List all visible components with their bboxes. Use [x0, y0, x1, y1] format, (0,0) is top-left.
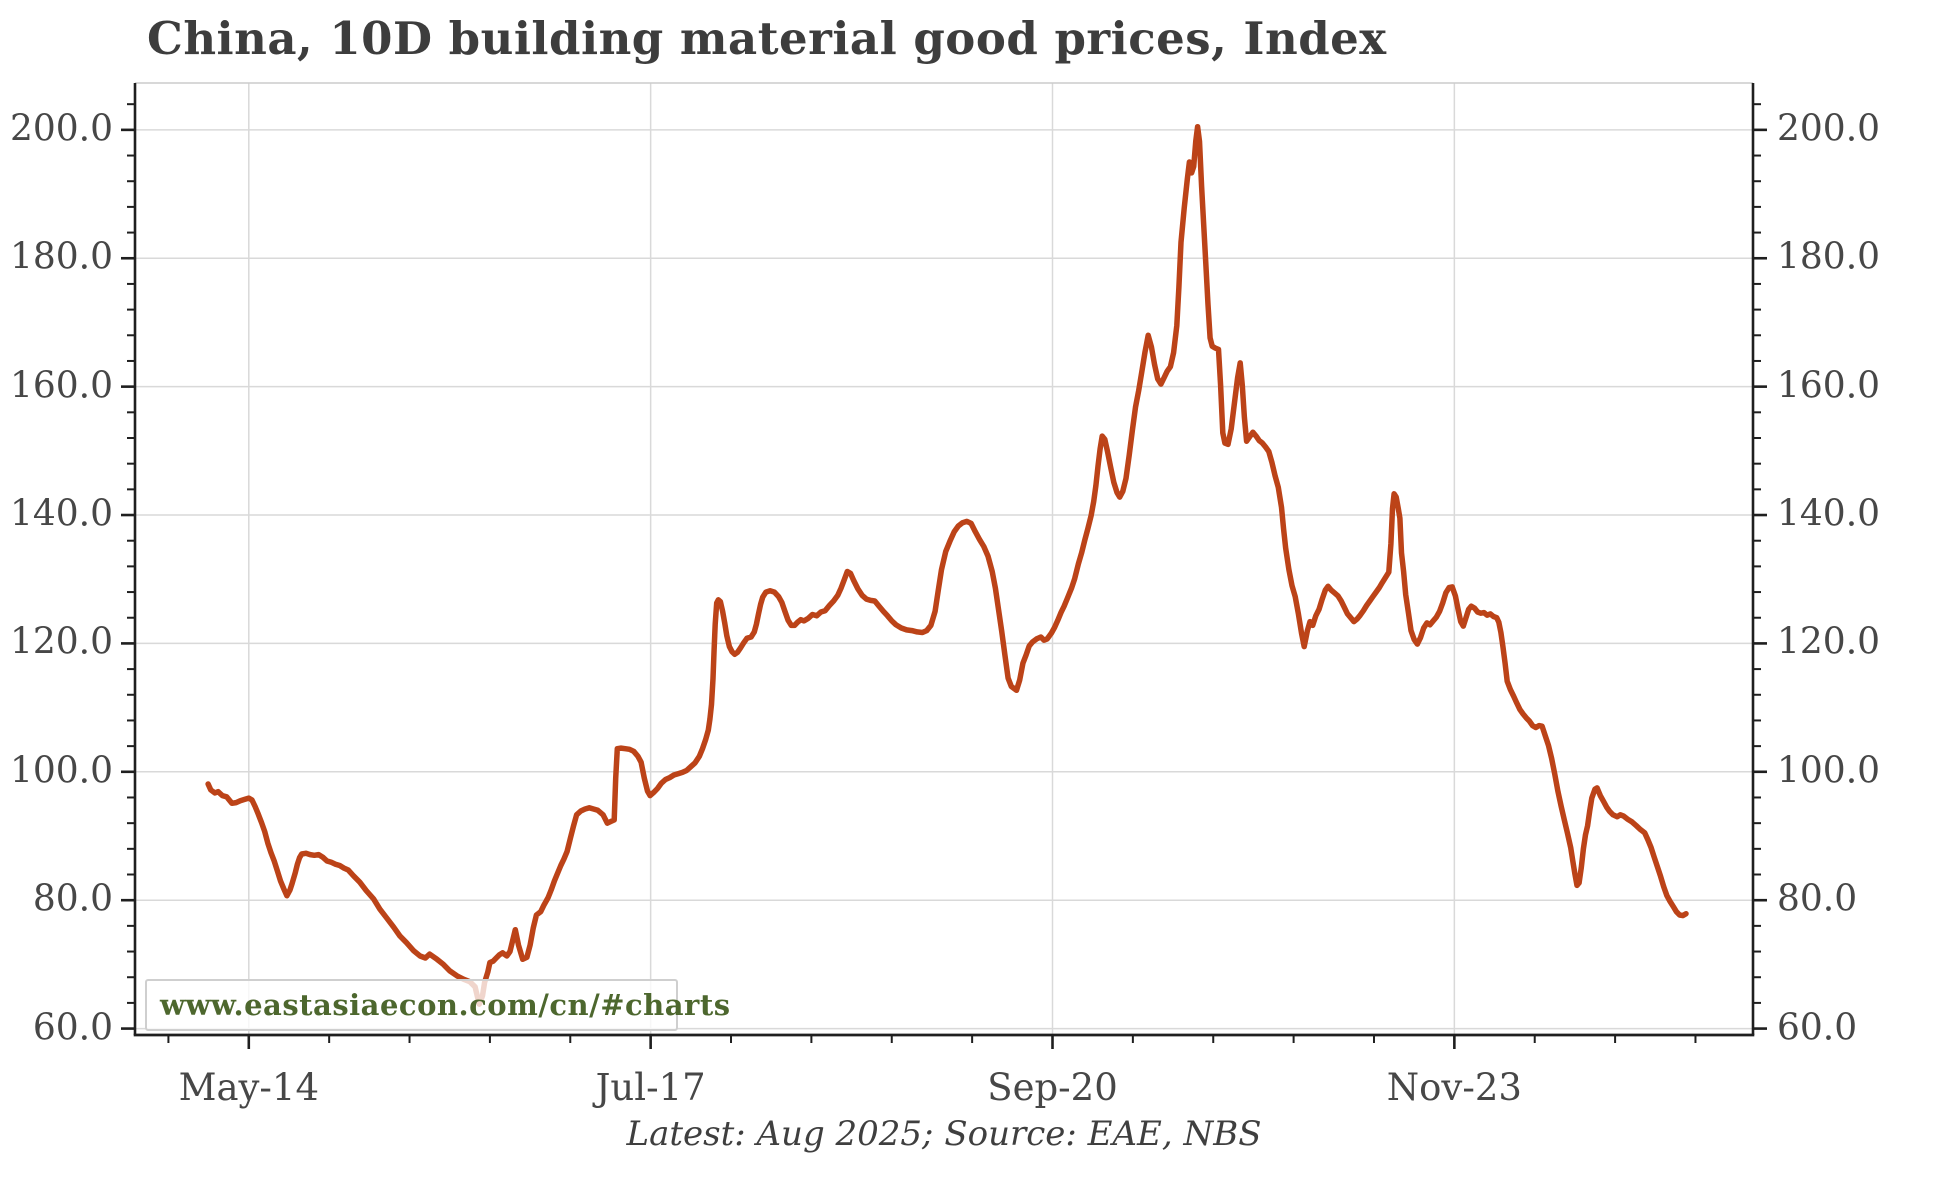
- y-tick-label-right: 140.0: [1777, 493, 1881, 535]
- x-tick-label: Nov-23: [1386, 1066, 1522, 1109]
- y-tick-label-right: 60.0: [1777, 1007, 1858, 1049]
- y-tick-label-left: 200.0: [9, 108, 113, 150]
- y-tick-label-right: 160.0: [1777, 365, 1881, 407]
- watermark-box: www.eastasiaecon.com/cn/#charts: [145, 979, 730, 1031]
- y-tick-label-right: 120.0: [1777, 622, 1881, 664]
- x-tick-label: May-14: [178, 1066, 319, 1109]
- y-tick-label-left: 120.0: [9, 622, 113, 664]
- y-tick-label-right: 80.0: [1777, 878, 1858, 920]
- axis-ticks: [121, 103, 1767, 1049]
- y-tick-label-left: 180.0: [9, 236, 113, 278]
- y-tick-label-right: 200.0: [1777, 108, 1881, 150]
- y-tick-label-left: 100.0: [9, 750, 113, 792]
- x-tick-label: Sep-20: [987, 1066, 1118, 1109]
- plot-spines: [133, 82, 1755, 1037]
- y-tick-label-left: 80.0: [32, 878, 113, 920]
- y-tick-label-right: 180.0: [1777, 236, 1881, 278]
- watermark-url-text: www.eastasiaecon.com/cn/#charts: [160, 988, 731, 1022]
- y-tick-label-left: 140.0: [9, 493, 113, 535]
- y-tick-label-left: 160.0: [9, 365, 113, 407]
- y-tick-label-right: 100.0: [1777, 750, 1881, 792]
- x-tick-label: Jul-17: [595, 1066, 706, 1109]
- major-gridlines: [135, 83, 1753, 1035]
- y-tick-label-left: 60.0: [32, 1007, 113, 1049]
- chart-title: China, 10D building material good prices…: [147, 12, 1387, 65]
- source-caption: Latest: Aug 2025; Source: EAE, NBS: [626, 1114, 1262, 1154]
- price-line-series: [205, 123, 1689, 1007]
